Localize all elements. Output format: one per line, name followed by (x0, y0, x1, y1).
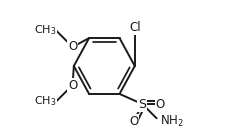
Text: O: O (129, 115, 138, 128)
Text: CH$_3$: CH$_3$ (34, 23, 56, 37)
Text: S: S (138, 98, 146, 111)
Text: O: O (156, 98, 165, 111)
Text: CH$_3$: CH$_3$ (34, 95, 56, 109)
Text: O: O (68, 41, 77, 53)
Text: NH$_2$: NH$_2$ (160, 114, 184, 129)
Text: Cl: Cl (129, 21, 141, 34)
Text: O: O (68, 79, 77, 91)
